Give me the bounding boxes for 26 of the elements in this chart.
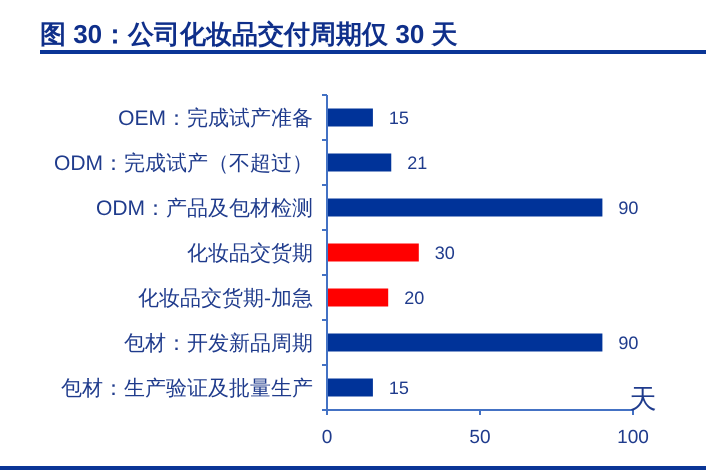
bar <box>327 378 373 396</box>
y-tick-label: 包材：生产验证及批量生产 <box>61 376 313 400</box>
y-tick-label: 化妆品交货期-加急 <box>138 286 313 310</box>
data-label: 15 <box>388 378 409 398</box>
data-label: 15 <box>388 108 409 128</box>
x-axis-title: 天 <box>630 384 656 414</box>
data-label: 21 <box>407 152 428 173</box>
data-label: 90 <box>618 332 638 353</box>
bar <box>327 198 602 216</box>
y-tick-label: 包材：开发新品周期 <box>124 332 313 355</box>
y-tick-label: OEM：完成试产准备 <box>118 106 313 130</box>
chart-title: 图 30：公司化妆品交付周期仅 30 天 <box>40 19 458 49</box>
x-tick-label: 50 <box>469 427 491 448</box>
x-tick-label: 100 <box>617 427 649 448</box>
y-tick-label: ODM：完成试产（不超过） <box>54 152 313 175</box>
y-tick-label: 化妆品交货期 <box>187 242 313 265</box>
data-label: 30 <box>434 242 455 263</box>
bar <box>327 108 373 126</box>
y-tick-label: ODM：产品及包材检测 <box>96 196 313 220</box>
bar <box>327 288 388 306</box>
bar <box>327 154 392 172</box>
bar <box>327 244 419 262</box>
data-label: 90 <box>618 198 638 218</box>
data-label: 20 <box>404 288 424 308</box>
bar <box>327 334 602 352</box>
x-tick-label: 0 <box>322 427 332 448</box>
